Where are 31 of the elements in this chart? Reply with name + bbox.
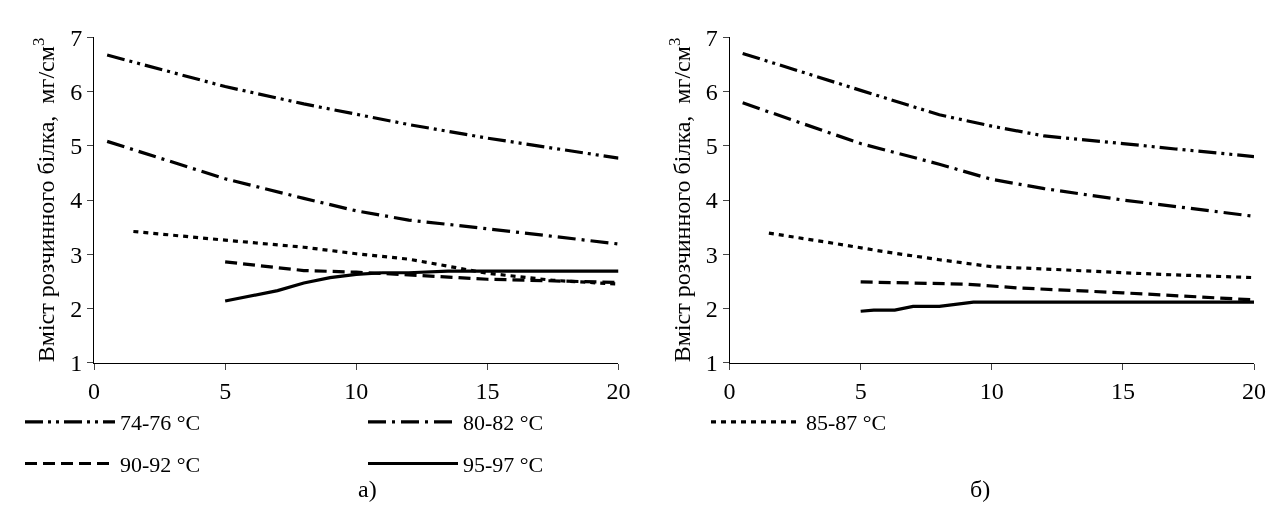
y-tick-label: 7 (70, 24, 83, 51)
x-tick-label: 5 (854, 377, 867, 404)
x-tick-label: 15 (475, 377, 500, 404)
y-tick-label: 3 (705, 241, 718, 268)
legend-label: 90-92 °C (120, 452, 201, 478)
y-tick-label: 1 (70, 350, 83, 377)
legend-label: 95-97 °C (463, 452, 544, 478)
legend-label: 74-76 °C (120, 410, 201, 436)
y-tick-label: 3 (70, 241, 83, 268)
y-tick-label: 5 (705, 133, 718, 160)
y-tick-label: 6 (705, 78, 718, 105)
x-tick-label: 0 (723, 377, 736, 404)
x-tick-label: 15 (1110, 377, 1135, 404)
x-tick-label: 5 (219, 377, 232, 404)
y-tick-label: 7 (705, 24, 718, 51)
y-tick-label: 5 (70, 133, 83, 160)
legend-label: 85-87 °C (806, 410, 887, 436)
text: а) (358, 476, 377, 502)
y-tick-label: 4 (70, 187, 83, 214)
y-tick-label: 2 (705, 295, 718, 322)
y-tick-label: 4 (705, 187, 718, 214)
x-tick-label: 0 (88, 377, 101, 404)
text: б) (970, 476, 991, 502)
y-tick-label: 6 (70, 78, 83, 105)
legend-label: 80-82 °C (463, 410, 544, 436)
x-tick-label: 10 (979, 377, 1004, 404)
y-tick-label: 2 (70, 295, 83, 322)
y-tick-label: 1 (705, 350, 718, 377)
x-tick-label: 10 (344, 377, 369, 404)
x-tick-label: 20 (606, 377, 631, 404)
x-tick-label: 20 (1242, 377, 1266, 404)
